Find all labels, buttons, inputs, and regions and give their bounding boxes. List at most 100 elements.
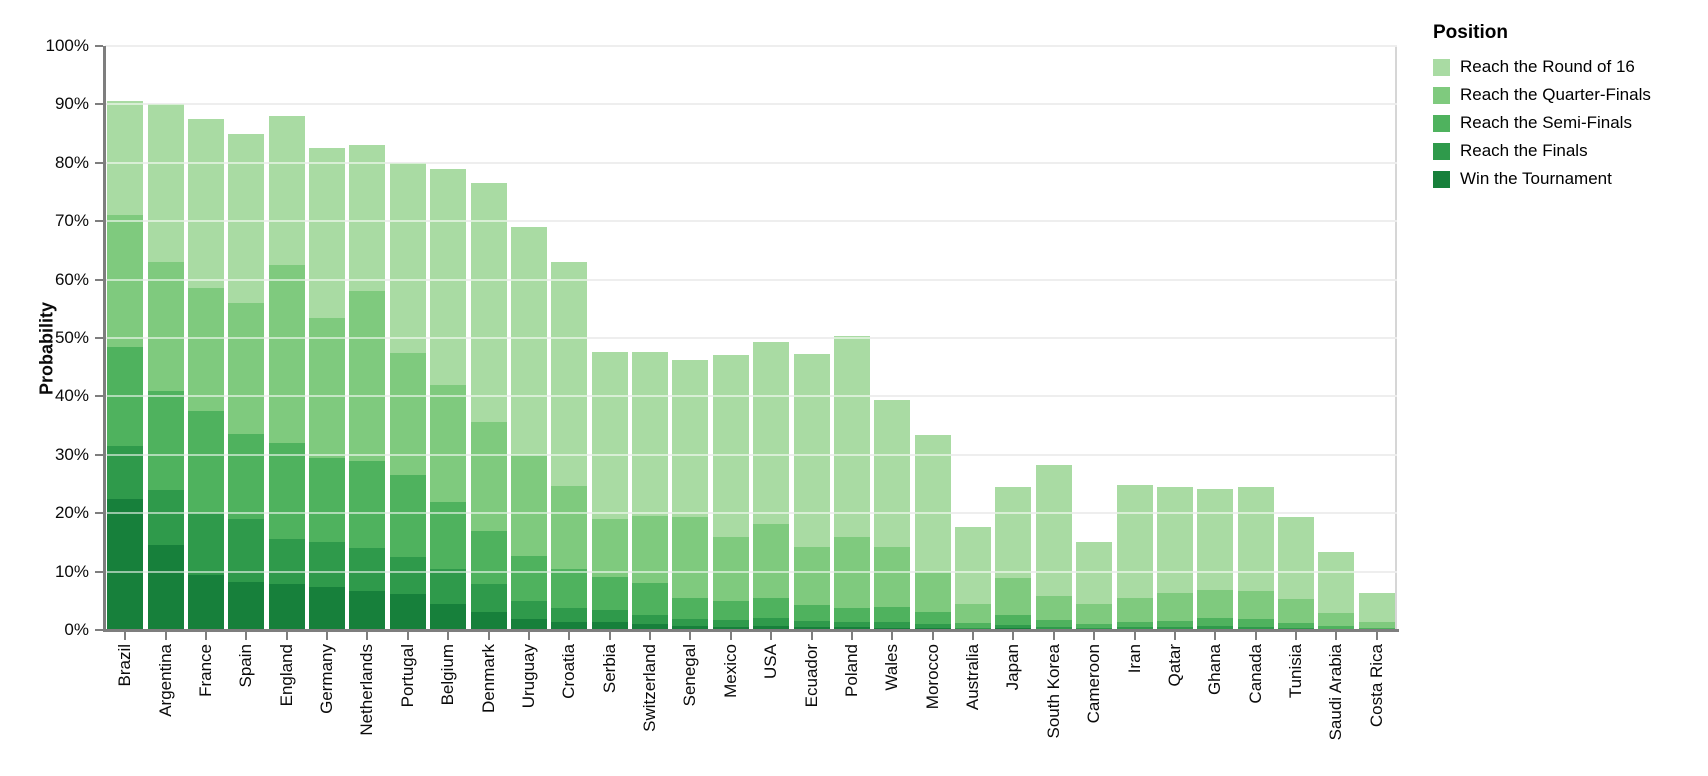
bar-brazil[interactable] (107, 46, 144, 630)
bar-canada[interactable] (1237, 46, 1274, 630)
x-tick-morocco (931, 632, 934, 640)
bar-france[interactable] (187, 46, 224, 630)
bar-segment-reach-the-finals (793, 621, 830, 630)
legend-items: Reach the Round of 16 Reach the Quarter-F… (1433, 57, 1651, 188)
bar-segment-win-the-tournament (833, 627, 870, 630)
bar-segment-reach-the-finals (712, 619, 749, 630)
bar-saudi-arabia[interactable] (1318, 46, 1355, 630)
bar-poland[interactable] (833, 46, 870, 630)
legend: Position Reach the Round of 16 Reach the … (1433, 22, 1651, 198)
bar-denmark[interactable] (470, 46, 507, 630)
bar-segment-reach-the-finals (1116, 627, 1153, 630)
x-label-mexico: Mexico (720, 644, 740, 698)
plot-area (105, 45, 1397, 630)
bar-qatar[interactable] (1156, 46, 1193, 630)
x-tick-germany (326, 632, 329, 640)
bar-cameroon[interactable] (1076, 46, 1113, 630)
bar-belgium[interactable] (430, 46, 467, 630)
bar-england[interactable] (268, 46, 305, 630)
x-label-england: England (276, 644, 296, 707)
x-label-canada: Canada (1245, 644, 1265, 704)
legend-swatch-icon (1433, 58, 1450, 76)
bar-segment-win-the-tournament (793, 627, 830, 630)
x-tick-netherlands (366, 632, 369, 640)
bar-segment-reach-the-finals (955, 627, 992, 630)
bar-switzerland[interactable] (632, 46, 669, 630)
x-tick-portugal (406, 632, 409, 640)
x-tick-denmark (487, 632, 490, 640)
x-tick-australia (972, 632, 975, 640)
bar-segment-win-the-tournament (228, 582, 265, 630)
bar-portugal[interactable] (389, 46, 426, 630)
y-tick-90% (95, 103, 103, 106)
y-tick-20% (95, 512, 103, 515)
y-tick-10% (95, 570, 103, 573)
bar-uruguay[interactable] (510, 46, 547, 630)
y-tick-100% (95, 45, 103, 47)
x-tick-ecuador (810, 632, 813, 640)
x-label-qatar: Qatar (1164, 644, 1184, 687)
bar-segment-win-the-tournament (672, 625, 709, 630)
bar-ecuador[interactable] (793, 46, 830, 630)
bar-segment-win-the-tournament (591, 621, 628, 630)
y-tick-80% (95, 161, 103, 164)
bar-australia[interactable] (955, 46, 992, 630)
bar-segment-reach-the-semi-finals (1116, 621, 1153, 630)
x-label-spain: Spain (236, 644, 256, 688)
x-label-senegal: Senegal (680, 644, 700, 707)
bar-serbia[interactable] (591, 46, 628, 630)
bar-segment-win-the-tournament (753, 625, 790, 630)
y-tick-label-50%: 50% (54, 328, 89, 347)
bar-segment-reach-the-semi-finals (1156, 620, 1193, 630)
x-tick-argentina (164, 632, 167, 640)
x-tick-iran (1133, 632, 1136, 640)
x-label-denmark: Denmark (478, 644, 498, 713)
bar-segment-win-the-tournament (470, 611, 507, 630)
x-tick-brazil (124, 632, 127, 640)
y-tick-label-20%: 20% (54, 503, 89, 523)
bar-morocco[interactable] (914, 46, 951, 630)
bar-segment-win-the-tournament (551, 621, 588, 630)
y-tick-label-100%: 100% (45, 36, 89, 55)
bar-segment-win-the-tournament (712, 626, 749, 630)
bar-segment-reach-the-semi-finals (1237, 618, 1274, 630)
y-tick-label-90%: 90% (54, 94, 89, 114)
y-tick-label-0%: 0% (64, 620, 89, 639)
bar-germany[interactable] (309, 46, 346, 630)
bar-segment-reach-the-semi-finals (1035, 619, 1072, 630)
bar-segment-reach-the-finals (833, 621, 870, 630)
x-tick-tunisia (1295, 632, 1298, 640)
x-tick-serbia (608, 632, 611, 640)
y-tick-60% (95, 278, 103, 281)
bar-iran[interactable] (1116, 46, 1153, 630)
bar-spain[interactable] (228, 46, 265, 630)
y-tick-70% (95, 220, 103, 223)
y-tick-50% (95, 337, 103, 339)
bar-usa[interactable] (753, 46, 790, 630)
bar-mexico[interactable] (712, 46, 749, 630)
x-label-cameroon: Cameroon (1084, 644, 1104, 724)
bar-segment-reach-the-finals (914, 623, 951, 630)
legend-item-reach-the-quarter-finals: Reach the Quarter-Finals (1433, 85, 1651, 104)
y-tick-40% (95, 395, 103, 398)
legend-item-win-the-tournament: Win the Tournament (1433, 169, 1651, 188)
bar-argentina[interactable] (147, 46, 184, 630)
legend-item-reach-the-round-of-16: Reach the Round of 16 (1433, 57, 1651, 76)
bar-south-korea[interactable] (1035, 46, 1072, 630)
bar-ghana[interactable] (1197, 46, 1234, 630)
x-tick-england (285, 632, 288, 640)
bar-senegal[interactable] (672, 46, 709, 630)
legend-item-label: Reach the Finals (1460, 141, 1588, 160)
bar-tunisia[interactable] (1278, 46, 1315, 630)
bar-wales[interactable] (874, 46, 911, 630)
y-tick-label-40%: 40% (54, 386, 89, 406)
bar-croatia[interactable] (551, 46, 588, 630)
x-label-australia: Australia (963, 644, 983, 711)
x-tick-belgium (447, 632, 450, 640)
bar-segment-reach-the-finals (672, 618, 709, 630)
bar-netherlands[interactable] (349, 46, 386, 630)
bar-japan[interactable] (995, 46, 1032, 630)
x-label-ghana: Ghana (1205, 644, 1225, 696)
y-tick-30% (95, 453, 103, 456)
bar-costa-rica[interactable] (1358, 46, 1395, 630)
